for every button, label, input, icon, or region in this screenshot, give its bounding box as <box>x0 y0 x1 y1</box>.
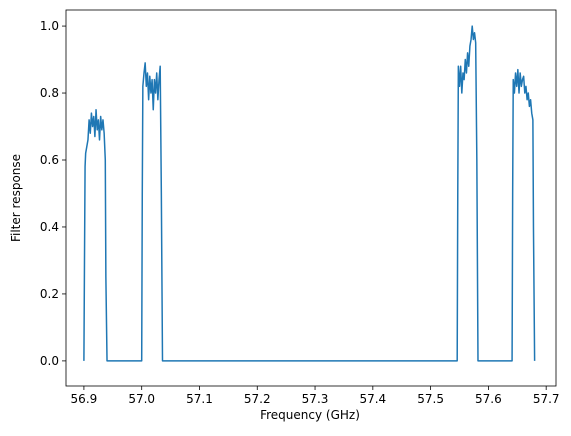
x-tick-label: 56.9 <box>71 392 98 406</box>
y-tick-label: 0.6 <box>40 153 59 167</box>
x-tick-label: 57.2 <box>244 392 271 406</box>
y-tick-label: 0.4 <box>40 220 59 234</box>
y-axis-label: Filter response <box>9 154 23 242</box>
x-tick-label: 57.4 <box>359 392 386 406</box>
y-tick-label: 0.8 <box>40 86 59 100</box>
y-tick-label: 1.0 <box>40 19 59 33</box>
y-tick-label: 0.0 <box>40 354 59 368</box>
x-tick-label: 57.1 <box>186 392 213 406</box>
data-line <box>83 25 536 362</box>
plot-frame <box>65 9 557 387</box>
x-tick-label: 57.3 <box>302 392 329 406</box>
x-tick-label: 57.0 <box>128 392 155 406</box>
x-axis-label: Frequency (GHz) <box>260 408 360 422</box>
x-tick-label: 57.7 <box>533 392 560 406</box>
x-tick-label: 57.6 <box>475 392 502 406</box>
y-tick-label: 0.2 <box>40 287 59 301</box>
x-tick-label: 57.5 <box>417 392 444 406</box>
